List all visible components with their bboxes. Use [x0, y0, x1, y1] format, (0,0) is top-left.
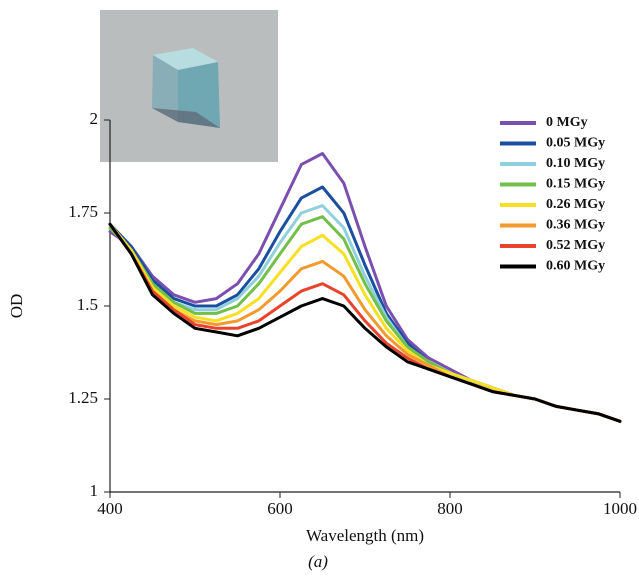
y-tick-label: 2: [90, 109, 99, 128]
series-line: [108, 185, 622, 423]
legend-label: 0.15 MGy: [546, 177, 605, 192]
y-tick-label: 1.5: [77, 295, 98, 314]
caption: (a): [308, 552, 328, 571]
legend-label: 0.60 MGy: [546, 259, 605, 274]
x-tick-label: 800: [437, 499, 463, 518]
series-line: [108, 222, 622, 423]
legend-label: 0.10 MGy: [546, 156, 605, 171]
y-tick-label: 1.25: [68, 388, 98, 407]
x-tick-label: 400: [97, 499, 123, 518]
legend-label: 0.36 MGy: [546, 218, 605, 233]
y-tick-label: 1.75: [68, 202, 98, 221]
x-tick-label: 1000: [603, 499, 637, 518]
legend-label: 0.05 MGy: [546, 136, 605, 151]
series-line: [108, 152, 622, 423]
inset-photo: [100, 10, 278, 162]
legend-label: 0.52 MGy: [546, 238, 605, 253]
y-axis-title: OD: [7, 294, 26, 319]
legend-label: 0.26 MGy: [546, 197, 605, 212]
x-tick-label: 600: [267, 499, 293, 518]
legend-label: 0 MGy: [546, 115, 588, 130]
x-axis-title: Wavelength (nm): [306, 526, 424, 545]
y-tick-label: 1: [90, 481, 99, 500]
